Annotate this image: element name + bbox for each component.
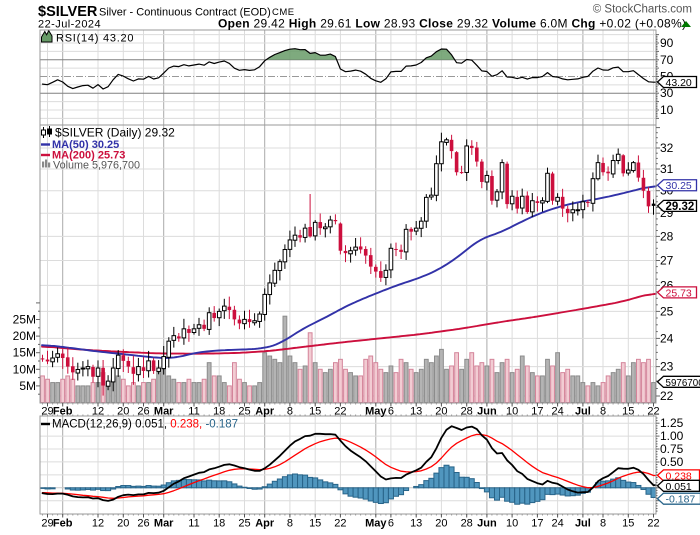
svg-text:22: 22 <box>660 389 674 403</box>
svg-text:$SILVER (Daily) 29.32: $SILVER (Daily) 29.32 <box>55 126 175 140</box>
svg-text:5976700: 5976700 <box>666 378 700 389</box>
svg-text:22: 22 <box>647 518 659 530</box>
svg-text:17: 17 <box>531 406 543 418</box>
svg-text:25.73: 25.73 <box>666 287 692 299</box>
svg-text:8: 8 <box>287 518 293 530</box>
svg-text:15: 15 <box>622 518 634 530</box>
svg-text:15: 15 <box>309 518 321 530</box>
svg-text:32: 32 <box>660 141 674 155</box>
svg-text:© StockCharts.com: © StockCharts.com <box>593 4 692 16</box>
svg-text:10: 10 <box>506 518 518 530</box>
svg-text:11: 11 <box>188 518 199 530</box>
svg-text:Open 29.42 High 29.61 Low 28.9: Open 29.42 High 29.61 Low 28.93 Close 29… <box>218 17 686 31</box>
svg-text:11: 11 <box>188 406 199 418</box>
svg-text:20: 20 <box>435 406 447 418</box>
svg-text:Mar: Mar <box>154 406 174 418</box>
svg-text:25: 25 <box>238 406 250 418</box>
svg-text:20: 20 <box>435 518 447 530</box>
svg-text:24: 24 <box>551 406 563 418</box>
svg-text:MACD(12,26,9) 0.051, 0.238, -0: MACD(12,26,9) 0.051, 0.238, -0.187 <box>52 419 238 431</box>
svg-text:RSI(14) 43.20: RSI(14) 43.20 <box>56 33 134 45</box>
svg-text:13: 13 <box>410 518 422 530</box>
svg-text:-0.187: -0.187 <box>666 494 696 506</box>
svg-text:Feb: Feb <box>53 406 73 418</box>
svg-text:24: 24 <box>660 331 674 345</box>
svg-text:May: May <box>365 518 387 530</box>
svg-text:24: 24 <box>551 518 563 530</box>
svg-text:28: 28 <box>660 229 674 243</box>
svg-text:25M: 25M <box>13 313 36 327</box>
svg-text:22-Jul-2024: 22-Jul-2024 <box>38 19 101 31</box>
svg-text:Jun: Jun <box>477 518 497 530</box>
svg-text:10: 10 <box>506 406 518 418</box>
svg-text:Jun: Jun <box>477 406 497 418</box>
svg-text:Jul: Jul <box>575 518 591 530</box>
svg-text:29.32: 29.32 <box>666 201 695 213</box>
svg-text:18: 18 <box>213 518 225 530</box>
svg-text:18: 18 <box>213 406 225 418</box>
svg-text:5M: 5M <box>19 379 36 393</box>
svg-text:29: 29 <box>41 406 53 418</box>
svg-text:31: 31 <box>660 162 674 176</box>
svg-text:12: 12 <box>92 518 104 530</box>
svg-text:0.50: 0.50 <box>660 455 684 469</box>
svg-text:Mar: Mar <box>154 518 174 530</box>
svg-text:20: 20 <box>117 406 129 418</box>
svg-text:10M: 10M <box>13 362 36 376</box>
svg-text:Apr: Apr <box>255 518 275 530</box>
svg-text:Jul: Jul <box>575 406 591 418</box>
svg-text:Feb: Feb <box>53 518 73 530</box>
svg-text:15M: 15M <box>13 346 36 360</box>
svg-text:26: 26 <box>137 406 149 418</box>
svg-text:26: 26 <box>137 518 149 530</box>
svg-text:0.051: 0.051 <box>666 481 692 493</box>
svg-text:70: 70 <box>660 53 674 67</box>
svg-text:20: 20 <box>117 518 129 530</box>
svg-text:28: 28 <box>461 406 473 418</box>
svg-text:Volume 5,976,700: Volume 5,976,700 <box>53 160 140 172</box>
svg-text:8: 8 <box>600 518 606 530</box>
svg-text:28: 28 <box>461 518 473 530</box>
svg-text:43.20: 43.20 <box>666 77 692 89</box>
svg-text:0.75: 0.75 <box>660 442 684 456</box>
svg-text:1.00: 1.00 <box>660 429 684 443</box>
svg-text:30.25: 30.25 <box>666 180 692 192</box>
svg-text:May: May <box>365 406 387 418</box>
svg-text:Apr: Apr <box>255 406 275 418</box>
svg-text:8: 8 <box>600 406 606 418</box>
svg-text:13: 13 <box>410 406 422 418</box>
svg-text:90: 90 <box>660 36 674 50</box>
svg-text:20M: 20M <box>13 329 36 343</box>
svg-text:27: 27 <box>660 254 674 268</box>
svg-text:17: 17 <box>531 518 543 530</box>
svg-text:15: 15 <box>622 406 634 418</box>
svg-text:1.25: 1.25 <box>660 416 684 430</box>
svg-text:12: 12 <box>92 406 104 418</box>
svg-text:22: 22 <box>647 406 659 418</box>
svg-text:6: 6 <box>388 518 394 530</box>
svg-text:10: 10 <box>660 103 674 117</box>
svg-text:22: 22 <box>334 518 346 530</box>
svg-text:29: 29 <box>41 518 53 530</box>
svg-text:25: 25 <box>660 304 674 318</box>
svg-text:23: 23 <box>660 360 674 374</box>
svg-text:22: 22 <box>334 406 346 418</box>
svg-text:15: 15 <box>309 406 321 418</box>
svg-text:8: 8 <box>287 406 293 418</box>
svg-text:6: 6 <box>388 406 394 418</box>
svg-text:25: 25 <box>238 518 250 530</box>
